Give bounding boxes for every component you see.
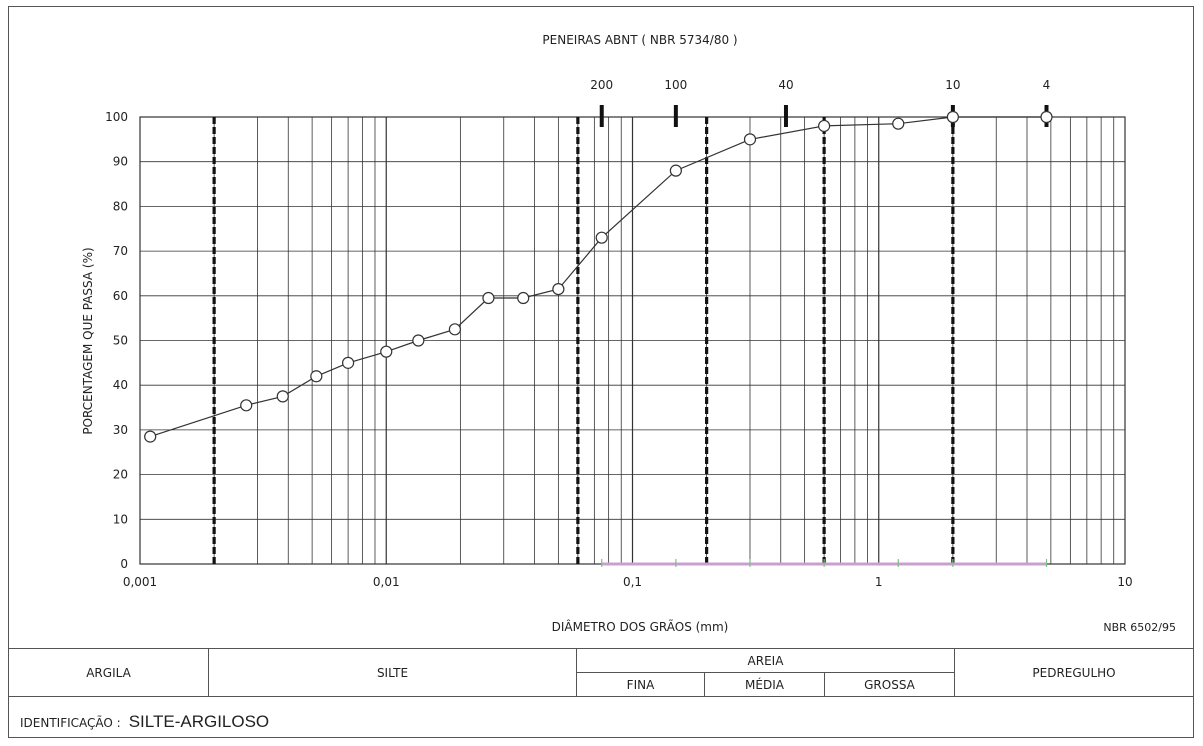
- data-point: [595, 231, 608, 244]
- data-point: [517, 291, 530, 305]
- y-tick-label: 60: [113, 289, 128, 303]
- data-point: [482, 291, 495, 305]
- grid: [139, 116, 1126, 565]
- data-point: [946, 110, 959, 124]
- y-tick-label: 40: [113, 378, 128, 392]
- data-point: [669, 164, 682, 177]
- class-areia-media: MÉDIA: [704, 672, 825, 697]
- data-point: [380, 345, 393, 358]
- y-tick-label: 30: [113, 423, 128, 437]
- identification-label: IDENTIFICAÇÃO :: [20, 716, 121, 730]
- class-boundaries: [212, 117, 955, 564]
- data-point: [240, 399, 253, 412]
- y-tick-label: 10: [113, 512, 128, 526]
- sieve-markers: 200 100 40 10 4: [590, 78, 1050, 127]
- x-tick-label: 0,1: [623, 575, 642, 589]
- data-point: [448, 323, 461, 336]
- class-pedregulho: PEDREGULHO: [954, 648, 1194, 697]
- sieve-label: 100: [664, 78, 687, 92]
- data-point: [310, 370, 323, 383]
- class-areia-grossa: GROSSA: [824, 672, 955, 697]
- x-tick-label: 10: [1117, 575, 1132, 589]
- y-tick-label: 50: [113, 334, 128, 348]
- grain-size-curve: [144, 110, 1053, 443]
- x-tick-label: 0,001: [123, 575, 157, 589]
- sand-range: [601, 559, 1048, 567]
- data-point: [276, 390, 289, 403]
- data-point: [892, 117, 905, 130]
- data-point: [412, 334, 425, 347]
- curve-line: [150, 116, 1047, 438]
- y-tick-label: 0: [120, 557, 128, 571]
- data-point: [1040, 110, 1053, 124]
- sieve-label: 40: [778, 78, 793, 92]
- standard-note: NBR 6502/95: [1103, 621, 1176, 634]
- data-point: [743, 133, 757, 146]
- data-point: [552, 282, 565, 296]
- identification: IDENTIFICAÇÃO : SILTE-ARGILOSO: [20, 712, 269, 732]
- chart-title: PENEIRAS ABNT ( NBR 5734/80 ): [542, 33, 737, 47]
- data-point: [144, 430, 157, 443]
- y-tick-label: 70: [113, 244, 128, 258]
- identification-value: SILTE-ARGILOSO: [128, 712, 270, 731]
- chart-frame: [8, 6, 1194, 738]
- x-tick-label: 1: [875, 575, 883, 589]
- class-argila: ARGILA: [8, 648, 209, 697]
- sieve-label: 10: [945, 78, 960, 92]
- data-point: [818, 119, 831, 133]
- soil-classification-table: ARGILA SILTE AREIA PEDREGULHO FINA MÉDIA…: [8, 648, 1194, 697]
- y-axis-label: PORCENTAGEM QUE PASSA (%): [81, 247, 95, 434]
- y-tick-label: 80: [113, 199, 128, 213]
- sieve-label: 4: [1043, 78, 1051, 92]
- y-tick-label: 90: [113, 155, 128, 169]
- class-areia: AREIA: [576, 648, 955, 673]
- data-point: [342, 356, 355, 369]
- x-axis-label: DIÂMETRO DOS GRÃOS (mm): [552, 619, 729, 634]
- sieve-label: 200: [590, 78, 613, 92]
- class-silte: SILTE: [208, 648, 577, 697]
- y-tick-label: 20: [113, 468, 128, 482]
- granulometric-chart: PENEIRAS ABNT ( NBR 5734/80 ) PORCENTAGE…: [81, 33, 1176, 634]
- x-tick-label: 0,01: [373, 575, 400, 589]
- y-tick-label: 100: [105, 110, 128, 124]
- axis-ticks: 0 10 20 30 40 50 60 70 80 90 100 0,001 0,01 0,1 1 10: [105, 110, 1133, 589]
- class-areia-fina: FINA: [576, 672, 705, 697]
